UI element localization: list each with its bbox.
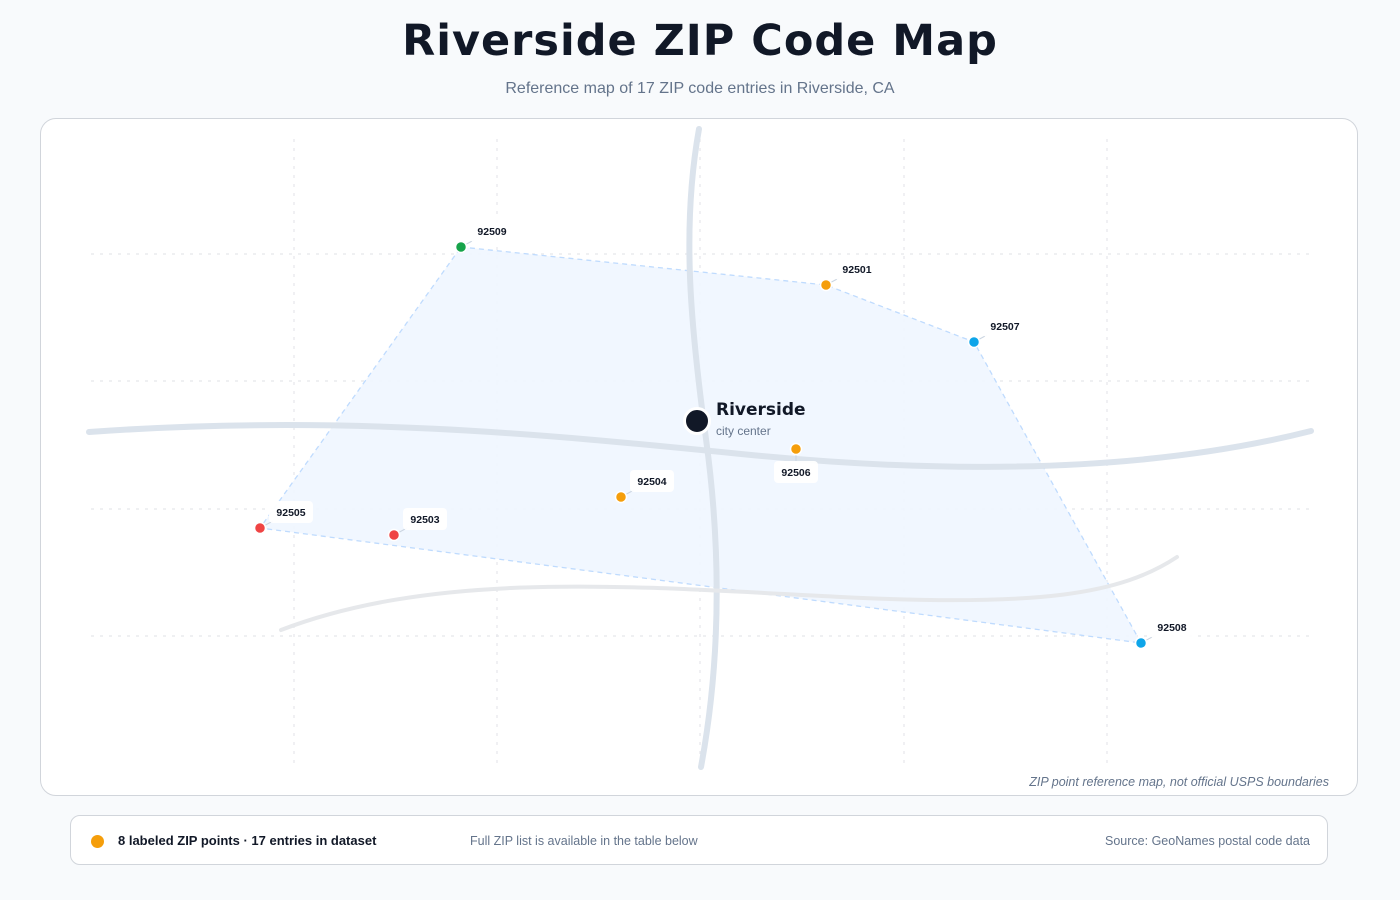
zip-label: 92507	[990, 321, 1019, 333]
zip-point-dot[interactable]	[789, 442, 803, 456]
zip-label-box	[774, 461, 818, 483]
legend-summary: 8 labeled ZIP points · 17 entries in dat…	[118, 833, 377, 848]
page-title: Riverside ZIP Code Map	[402, 16, 998, 66]
legend-bar: 8 labeled ZIP points · 17 entries in dat…	[70, 815, 1328, 865]
zip-point-dot[interactable]	[614, 490, 628, 504]
zip-label-box	[403, 508, 447, 530]
zip-marker-92508[interactable]: 92508	[1134, 616, 1195, 650]
city-center-dot[interactable]	[683, 407, 711, 435]
zip-label-box	[983, 315, 1027, 337]
city-name-label: Riverside	[716, 400, 806, 420]
zip-marker-92504[interactable]: 92504	[614, 470, 675, 504]
road-east-west	[86, 421, 1314, 470]
zip-points-layer: 92509 92501 92507 92506 92504 92505 92503 92508	[253, 220, 1195, 650]
zip-label: 92504	[637, 476, 666, 488]
zip-label: 92509	[477, 226, 506, 238]
map-disclaimer: ZIP point reference map, not official US…	[1029, 775, 1329, 789]
zip-label-box	[470, 220, 514, 242]
zip-label-box	[835, 258, 879, 280]
zip-point-dot[interactable]	[819, 278, 833, 292]
zip-point-dot[interactable]	[387, 528, 401, 542]
legend-note: Full ZIP list is available in the table …	[470, 834, 698, 848]
legend-marker-icon	[91, 835, 104, 848]
zip-point-dot[interactable]	[253, 521, 267, 535]
road-north-south	[686, 126, 720, 770]
zip-marker-92509[interactable]: 92509	[454, 220, 515, 254]
city-sublabel: city center	[716, 424, 771, 438]
zip-point-dot[interactable]	[967, 335, 981, 349]
zip-coverage-area	[258, 246, 1143, 644]
zip-label-box	[630, 470, 674, 492]
zip-label: 92503	[410, 514, 439, 526]
zip-marker-92506[interactable]: 92506	[774, 442, 818, 484]
zip-point-dot[interactable]	[1134, 636, 1148, 650]
map-panel[interactable]: Riverside city center 92509 92501 92507 925…	[40, 118, 1358, 796]
zip-point-dot[interactable]	[454, 240, 468, 254]
zip-label: 92508	[1157, 622, 1186, 634]
zip-marker-92505[interactable]: 92505	[253, 501, 314, 535]
zip-label-box	[269, 501, 313, 523]
zip-label: 92505	[276, 507, 305, 519]
roads	[86, 126, 1314, 770]
zip-marker-92507[interactable]: 92507	[967, 315, 1028, 349]
map-canvas[interactable]: Riverside city center 925099250192507925…	[41, 119, 1358, 796]
zip-marker-92501[interactable]: 92501	[819, 258, 880, 292]
legend-source: Source: GeoNames postal code data	[1105, 834, 1310, 848]
page-subtitle: Reference map of 17 ZIP code entries in …	[505, 80, 895, 97]
zip-label: 92501	[842, 264, 871, 276]
road-southern	[279, 555, 1179, 632]
zip-label-box	[1150, 616, 1194, 638]
city-center-marker[interactable]: Riverside city center	[683, 400, 806, 438]
zip-label: 92506	[781, 467, 810, 479]
zip-marker-92503[interactable]: 92503	[387, 508, 448, 542]
